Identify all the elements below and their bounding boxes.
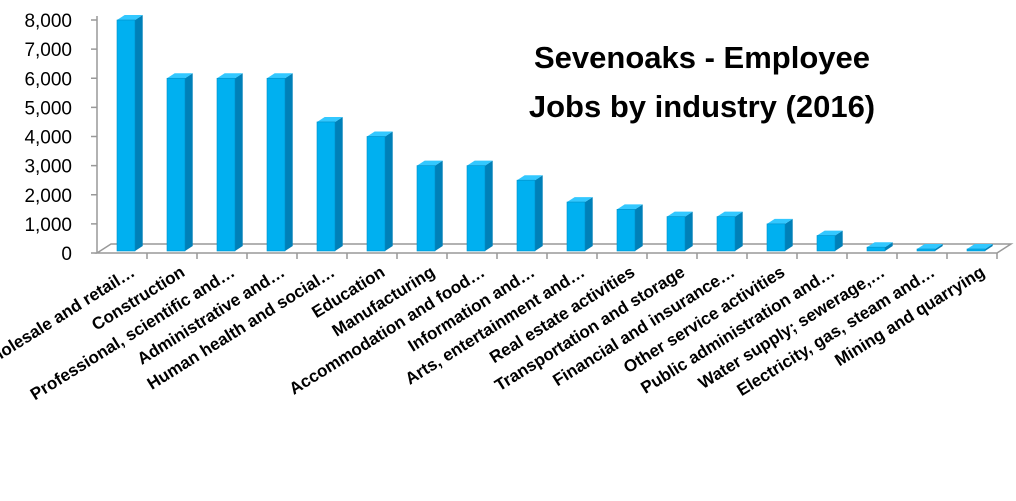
y-tick-label: 1,000 <box>24 215 72 236</box>
bar-front <box>616 209 636 252</box>
bar <box>816 230 843 252</box>
bar-front <box>266 77 286 252</box>
bar-front <box>416 165 436 252</box>
bar-top <box>217 73 243 79</box>
y-tick-label: 6,000 <box>24 69 72 90</box>
bar-top <box>467 160 493 166</box>
bar <box>616 204 643 252</box>
bar-side <box>685 211 693 251</box>
y-tick-label: 8,000 <box>24 11 72 32</box>
y-tick-label: 5,000 <box>24 98 72 119</box>
bar-side <box>235 73 243 251</box>
bar-front <box>466 165 486 252</box>
bar-side <box>285 73 293 251</box>
bar-top <box>417 160 443 166</box>
bar-top <box>917 244 943 249</box>
bar-front <box>966 248 986 252</box>
bar-top <box>567 197 593 203</box>
bar-side <box>885 242 893 251</box>
bar-top <box>717 211 743 217</box>
bar-side <box>785 218 793 251</box>
bar-top <box>367 131 393 137</box>
bar-side <box>435 160 443 251</box>
bar-top <box>767 218 793 224</box>
bar-front <box>366 136 386 252</box>
chart-title-line-1: Sevenoaks - Employee <box>534 40 870 75</box>
bar-top <box>517 175 543 181</box>
bar <box>566 197 593 252</box>
y-tick-label: 4,000 <box>24 128 72 149</box>
bar-side <box>935 244 943 251</box>
bar <box>766 218 793 252</box>
bar-front <box>866 246 886 252</box>
y-tick-label: 2,000 <box>24 186 72 207</box>
bar <box>716 211 743 252</box>
bar-side <box>385 131 393 251</box>
bar-front <box>566 201 586 252</box>
x-tick-label: Professional, scientific and… <box>27 262 238 404</box>
bar <box>316 116 343 252</box>
bar <box>516 175 543 252</box>
bar <box>416 160 443 252</box>
bar-front <box>316 121 336 252</box>
y-tick-label: 7,000 <box>24 40 72 61</box>
bar-front <box>516 179 536 252</box>
y-tick-label: 3,000 <box>24 157 72 178</box>
bar-side <box>135 15 143 251</box>
bar-side <box>485 160 493 251</box>
bar-top <box>167 73 193 79</box>
bar <box>216 73 243 252</box>
bar-top <box>867 242 893 248</box>
bar-side <box>535 175 543 251</box>
bar-top <box>967 244 993 249</box>
bar-front <box>716 216 736 252</box>
x-axis-ticks: Wholesale and retail…ConstructionProfess… <box>0 253 998 404</box>
chart-title-line-2: Jobs by industry (2016) <box>529 89 875 124</box>
bar-top <box>617 204 643 210</box>
bar-front <box>816 235 836 252</box>
bar-side <box>585 197 593 251</box>
bar-top <box>317 116 343 122</box>
bar-side <box>185 73 193 251</box>
bar <box>966 244 993 252</box>
bar-top <box>817 230 843 236</box>
bar <box>116 15 143 252</box>
bar <box>666 211 693 252</box>
bar-front <box>216 77 236 252</box>
bar <box>466 160 493 252</box>
bar-top <box>667 211 693 217</box>
bar <box>266 73 293 252</box>
bar-front <box>666 216 686 252</box>
bars <box>116 15 993 252</box>
bar-front <box>766 223 786 252</box>
bar-side <box>635 204 643 251</box>
bar-side <box>735 211 743 251</box>
bar-front <box>116 19 136 252</box>
y-axis-ticks: 0 1,000 2,000 3,000 4,000 5,000 6,000 7,000 8,00… <box>24 11 97 265</box>
bar <box>166 73 193 252</box>
bar-side <box>985 244 993 251</box>
bar-front <box>166 77 186 252</box>
bar-side <box>335 116 343 251</box>
bar-top <box>117 15 143 20</box>
bar <box>366 131 393 252</box>
bar <box>916 244 943 252</box>
y-tick-label: 0 <box>61 244 72 265</box>
bar <box>866 242 893 252</box>
bar-front <box>916 248 936 252</box>
bar-side <box>835 230 843 251</box>
bar-top <box>267 73 293 79</box>
